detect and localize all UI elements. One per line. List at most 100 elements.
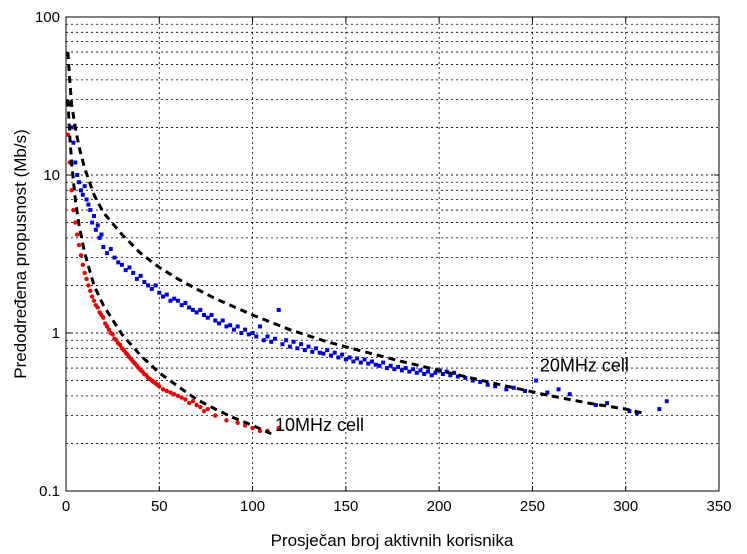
data-point-blue bbox=[369, 359, 374, 364]
data-point-blue bbox=[314, 346, 319, 351]
data-point-blue bbox=[299, 342, 304, 347]
annotations: 20MHz cell 10MHz cell bbox=[275, 356, 629, 435]
series-1 bbox=[65, 132, 281, 434]
data-point-blue bbox=[351, 359, 356, 364]
data-point-blue bbox=[231, 327, 236, 332]
data-point-blue bbox=[276, 307, 281, 312]
data-point-blue bbox=[142, 280, 147, 285]
data-point-blue bbox=[108, 247, 113, 252]
data-point-blue bbox=[183, 300, 188, 305]
data-point-blue bbox=[433, 370, 438, 375]
data-point-blue bbox=[80, 192, 85, 197]
y-tick-label: 10 bbox=[43, 167, 60, 184]
data-point-blue bbox=[194, 310, 199, 315]
data-point-blue bbox=[317, 350, 322, 355]
data-point-red bbox=[84, 276, 89, 282]
data-point-red bbox=[235, 420, 240, 426]
data-point-blue bbox=[168, 298, 173, 303]
x-tick-label: 50 bbox=[151, 498, 168, 515]
data-point-blue bbox=[131, 270, 136, 275]
data-point-blue bbox=[399, 368, 404, 373]
data-point-blue bbox=[105, 251, 110, 256]
x-tick-label: 150 bbox=[333, 498, 358, 515]
data-point-blue bbox=[134, 276, 139, 281]
data-point-blue bbox=[95, 223, 100, 228]
data-point-blue bbox=[284, 338, 289, 343]
data-point-blue bbox=[485, 382, 490, 387]
data-point-blue bbox=[455, 374, 460, 379]
data-point-blue bbox=[272, 336, 277, 341]
data-point-blue bbox=[127, 265, 132, 270]
data-point-blue bbox=[377, 363, 382, 368]
data-point-red bbox=[104, 324, 110, 329]
data-point-blue bbox=[73, 160, 78, 165]
data-point-blue bbox=[295, 346, 300, 351]
data-point-blue bbox=[146, 283, 151, 288]
data-point-blue bbox=[493, 384, 498, 389]
data-point-blue bbox=[82, 184, 87, 189]
data-point-blue bbox=[396, 364, 401, 369]
data-point-blue bbox=[250, 331, 255, 335]
data-point-blue bbox=[388, 363, 393, 368]
data-point-blue bbox=[567, 392, 572, 397]
data-point-blue bbox=[179, 303, 184, 308]
x-axis-label: Prosječan broj aktivnih korisnika bbox=[271, 531, 514, 550]
data-point-red bbox=[106, 327, 112, 332]
data-point-red bbox=[205, 406, 210, 412]
data-point-red bbox=[172, 391, 177, 397]
data-point-blue bbox=[153, 283, 158, 288]
data-point-red bbox=[194, 402, 199, 408]
data-point-blue bbox=[522, 388, 527, 393]
y-ticks: 0.1 1 10 100 bbox=[35, 9, 719, 500]
data-point-blue bbox=[187, 305, 192, 310]
plot-frame bbox=[65, 16, 720, 492]
data-point-red bbox=[88, 288, 93, 293]
annotation-label: 20MHz cell bbox=[540, 356, 629, 376]
data-point-blue bbox=[291, 339, 296, 344]
data-point-blue bbox=[209, 312, 214, 317]
data-point-blue bbox=[373, 362, 378, 367]
data-point-blue bbox=[504, 387, 509, 392]
data-point-blue bbox=[239, 331, 244, 335]
data-point-blue bbox=[392, 367, 397, 372]
data-point-blue bbox=[463, 375, 468, 380]
data-point-red bbox=[86, 283, 91, 288]
data-point-blue bbox=[336, 355, 341, 360]
data-point-blue bbox=[77, 180, 82, 185]
data-point-blue bbox=[280, 342, 285, 347]
data-point-blue bbox=[384, 366, 389, 371]
data-point-red bbox=[73, 220, 78, 225]
data-point-blue bbox=[325, 348, 330, 353]
data-point-blue bbox=[220, 318, 225, 323]
data-point-blue bbox=[340, 352, 345, 357]
data-point-red bbox=[76, 242, 82, 248]
fit-curve bbox=[66, 99, 272, 436]
data-point-blue bbox=[593, 403, 598, 408]
data-point-blue bbox=[112, 255, 117, 260]
data-point-blue bbox=[321, 351, 326, 356]
series-group bbox=[65, 52, 669, 436]
data-point-red bbox=[74, 232, 80, 237]
data-point-blue bbox=[261, 338, 266, 343]
data-point-blue bbox=[190, 307, 195, 312]
data-point-blue bbox=[119, 262, 124, 267]
data-point-red bbox=[117, 342, 123, 348]
y-tick-label: 1 bbox=[52, 325, 60, 342]
data-point-blue bbox=[138, 273, 143, 278]
data-point-blue bbox=[306, 344, 311, 349]
grid bbox=[66, 17, 719, 491]
data-point-blue bbox=[246, 332, 251, 337]
data-point-blue bbox=[157, 290, 162, 295]
x-tick-label: 350 bbox=[706, 498, 731, 515]
data-point-blue bbox=[287, 344, 292, 349]
data-point-blue bbox=[605, 401, 610, 406]
x-ticks: 0 50 100 150 200 250 300 350 bbox=[62, 17, 732, 515]
data-point-blue bbox=[84, 197, 89, 202]
data-point-blue bbox=[216, 321, 221, 326]
data-point-blue bbox=[172, 296, 177, 301]
data-point-red bbox=[168, 390, 173, 395]
data-point-blue bbox=[86, 202, 91, 207]
data-point-blue bbox=[161, 294, 166, 299]
data-point-blue bbox=[448, 373, 453, 378]
